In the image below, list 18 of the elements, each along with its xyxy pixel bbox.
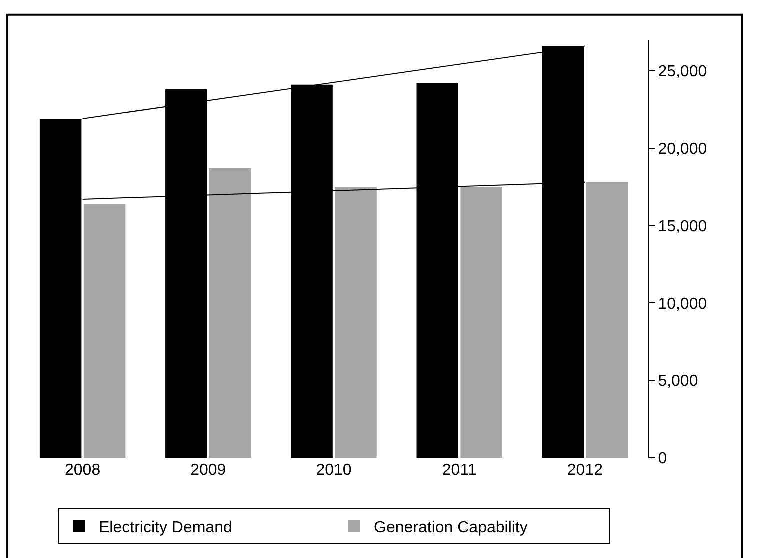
bar [335, 187, 377, 458]
bar [210, 168, 252, 458]
x-tick-label: 2012 [567, 462, 604, 479]
x-tick-label: 2010 [316, 462, 352, 479]
y-tick-label: 10,000 [658, 296, 708, 313]
y-tick-label: 20,000 [658, 140, 708, 158]
x-tick-label: 2008 [65, 462, 101, 479]
legend-label: Electricity Demand [99, 519, 232, 536]
y-tick-label: 5,000 [658, 373, 698, 390]
y-tick-label: 15,000 [658, 218, 708, 236]
legend-label: Generation Capability [374, 519, 528, 536]
x-tick-label: 2009 [190, 462, 226, 479]
bar [460, 187, 502, 458]
y-tick-label: 25,000 [658, 64, 708, 81]
x-tick-label: 2011 [442, 462, 477, 479]
y-tick-label: 0 [658, 450, 668, 468]
bar [586, 182, 628, 458]
bar [84, 204, 126, 458]
